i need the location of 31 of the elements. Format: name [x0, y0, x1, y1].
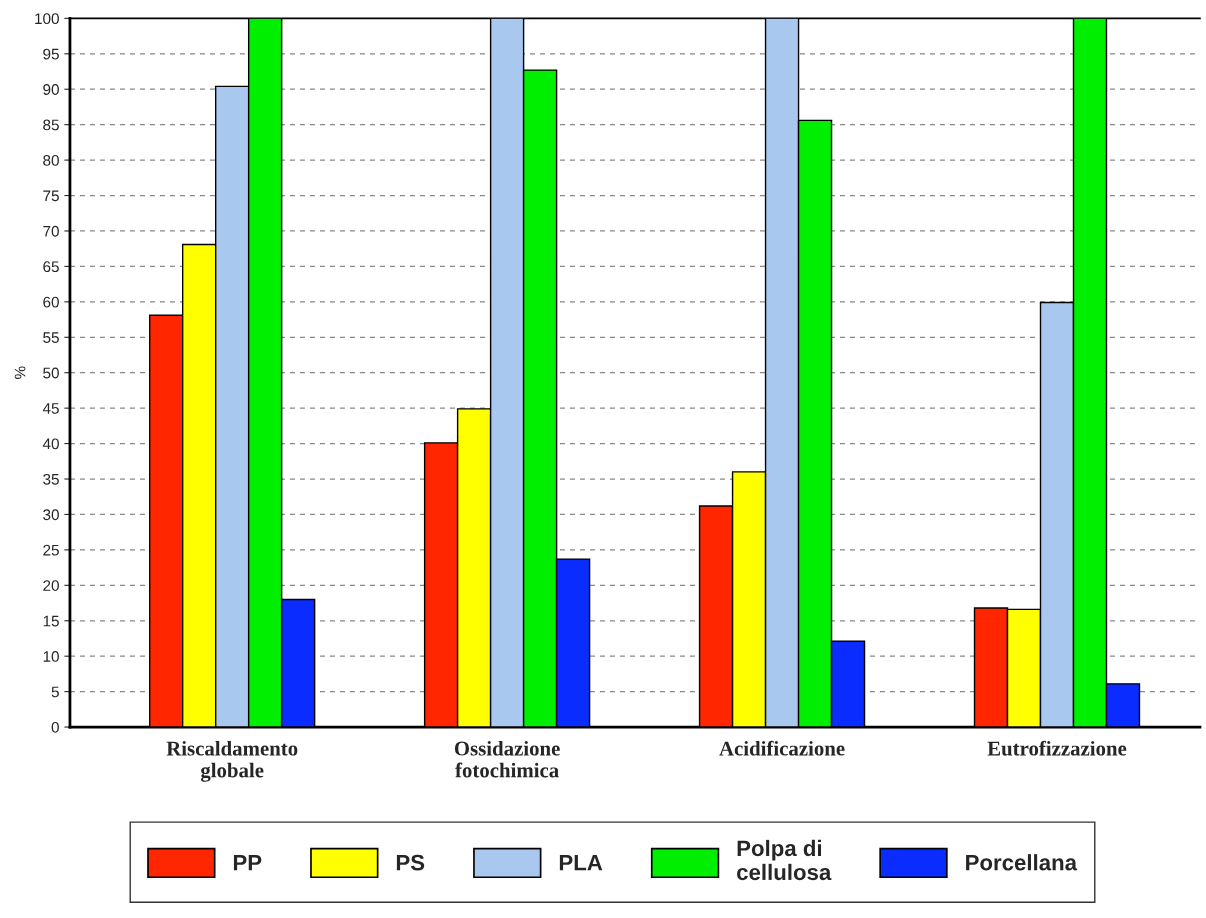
y-tick-label: 55	[43, 332, 59, 343]
y-tick-label: 50	[43, 367, 59, 379]
y-tick-label: 10	[43, 651, 59, 662]
y-tick-label: 40	[42, 438, 59, 450]
y-tick-label: 15	[43, 615, 59, 627]
y-tick-label: 35	[43, 473, 59, 485]
y-tick-label: 0	[51, 721, 59, 733]
y-tick-label: 100	[35, 13, 59, 25]
y-tick-label: 95	[43, 48, 59, 60]
x-tick-label: Riscaldamento globale	[166, 740, 298, 782]
y-tick-label: 20	[43, 580, 59, 591]
y-tick-label: 80	[43, 154, 59, 166]
y-tick-label: 70	[43, 225, 59, 237]
legend-label: PP	[233, 854, 262, 871]
y-tick-label: 30	[43, 509, 59, 521]
y-tick-label: 60	[43, 296, 59, 308]
y-tick-label: 85	[43, 119, 59, 131]
y-axis-title: %	[14, 366, 26, 379]
y-tick-label: 25	[43, 544, 59, 556]
legend-label: PS	[396, 854, 425, 871]
x-tick-label: Ossidazione fotochimica	[454, 740, 560, 778]
legend-label: Porcellana	[966, 854, 1078, 871]
y-tick-label: 90	[43, 84, 59, 95]
x-tick-label: Acidificazione	[719, 740, 845, 756]
y-tick-label: 45	[42, 403, 59, 414]
legend-label: PLA	[559, 854, 603, 871]
y-tick-label: 75	[43, 190, 59, 202]
y-tick-label: 65	[43, 261, 59, 273]
x-tick-label: Eutrofizzazione	[987, 740, 1127, 756]
y-tick-label: 5	[51, 686, 59, 698]
legend-label: Polpa di cellulosa	[737, 839, 832, 881]
